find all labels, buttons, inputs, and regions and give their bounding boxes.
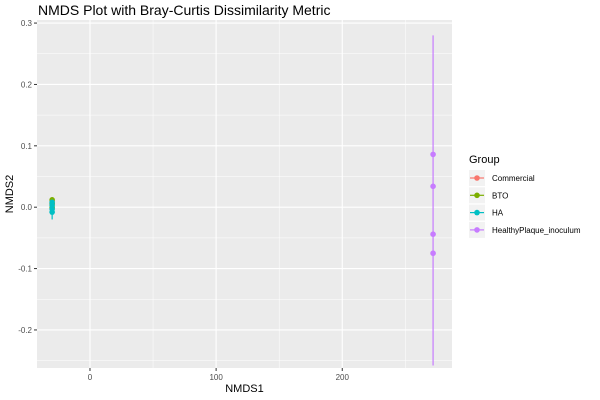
plot-panel — [37, 20, 452, 368]
y-axis-ticks: -0.2 -0.1 0.0 0.1 0.2 0.3 — [18, 19, 37, 335]
y-tick-label: 0.0 — [21, 203, 33, 212]
legend: Group Commercial BTO HA HealthyPlaque_inocu… — [469, 154, 581, 238]
data-points — [49, 151, 436, 257]
x-axis-ticks: 0 100 200 — [88, 368, 350, 382]
x-axis-title: NMDS1 — [225, 383, 264, 395]
y-axis-title: NMDS2 — [4, 175, 16, 214]
legend-key-point — [474, 227, 480, 233]
major-gridlines — [37, 20, 452, 368]
data-point — [430, 250, 436, 257]
data-point — [430, 183, 436, 190]
y-tick-label: 0.1 — [21, 142, 33, 151]
data-point — [430, 231, 436, 238]
legend-label: BTO — [492, 191, 508, 200]
minor-gridlines — [37, 20, 452, 368]
chart-title: NMDS Plot with Bray-Curtis Dissimilarity… — [38, 2, 330, 18]
y-tick-label: -0.1 — [18, 265, 32, 274]
y-tick-label: 0.2 — [21, 80, 33, 89]
legend-label: HA — [492, 209, 504, 218]
data-point — [49, 199, 55, 206]
legend-key-point — [474, 175, 480, 181]
x-tick-label: 200 — [336, 373, 350, 382]
legend-key-point — [474, 209, 480, 216]
legend-label: HealthyPlaque_inoculum — [492, 226, 581, 235]
y-tick-label: 0.3 — [21, 19, 33, 28]
legend-label: Commercial — [492, 174, 535, 183]
legend-title: Group — [469, 154, 500, 166]
data-point — [430, 151, 436, 158]
x-tick-label: 100 — [209, 373, 223, 382]
y-tick-label: -0.2 — [18, 326, 32, 335]
x-tick-label: 0 — [88, 373, 93, 382]
data-point — [49, 209, 55, 215]
legend-key-point — [474, 192, 480, 199]
